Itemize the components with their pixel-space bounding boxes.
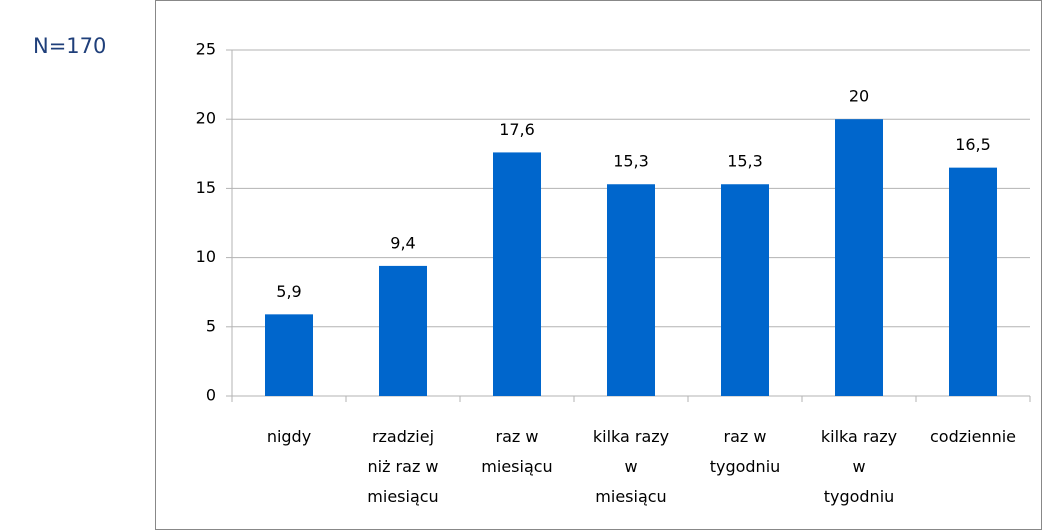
x-tick-label-line: w	[852, 457, 865, 476]
y-tick-label: 5	[206, 316, 216, 335]
bar	[607, 184, 655, 396]
x-tick-label-line: codziennie	[930, 427, 1016, 446]
x-tick-label: raz w miesiącu	[481, 427, 552, 476]
y-tick-label: 25	[196, 40, 216, 59]
x-tick-label-line: tygodniu	[824, 487, 895, 506]
data-label: 20	[849, 87, 869, 106]
y-tick-label: 20	[196, 109, 216, 128]
x-tick-label: kilka razy w tygodniu	[821, 427, 897, 506]
x-tick-label-line: miesiącu	[367, 487, 438, 506]
data-label: 15,3	[727, 152, 763, 171]
bar	[835, 119, 883, 396]
x-tick-label: nigdy	[267, 427, 311, 446]
data-label: 16,5	[955, 135, 991, 154]
x-tick-label: raz w tygodniu	[710, 427, 781, 476]
x-tick-label-line: rzadziej	[372, 427, 434, 446]
x-tick-label-line: niż raz w	[367, 457, 438, 476]
x-tick-label: kilka razy w miesiącu	[593, 427, 669, 506]
x-tick-label-line: kilka razy	[821, 427, 897, 446]
bar	[265, 314, 313, 396]
x-tick-label-line: raz w	[724, 427, 767, 446]
y-tick-label: 0	[206, 386, 216, 405]
x-tick-label: codziennie	[930, 427, 1016, 446]
x-tick-label-line: miesiącu	[481, 457, 552, 476]
bar	[493, 152, 541, 396]
x-tick-label-line: kilka razy	[593, 427, 669, 446]
x-tick-label-line: tygodniu	[710, 457, 781, 476]
sample-size: N=170	[33, 34, 106, 58]
x-tick-label-line: nigdy	[267, 427, 311, 446]
x-tick-label-line: raz w	[496, 427, 539, 446]
y-tick-label: 10	[196, 247, 216, 266]
x-tick-label: rzadziej niż raz w miesiącu	[367, 427, 438, 506]
bar	[949, 167, 997, 396]
x-tick-label-line: w	[624, 457, 637, 476]
x-tick-label-line: miesiącu	[595, 487, 666, 506]
data-label: 9,4	[390, 233, 415, 252]
data-label: 15,3	[613, 152, 649, 171]
y-tick-label: 15	[196, 178, 216, 197]
data-label: 5,9	[276, 282, 301, 301]
data-label: 17,6	[499, 120, 535, 139]
chart-frame	[155, 0, 1042, 530]
bar	[379, 265, 427, 396]
bar	[721, 184, 769, 396]
